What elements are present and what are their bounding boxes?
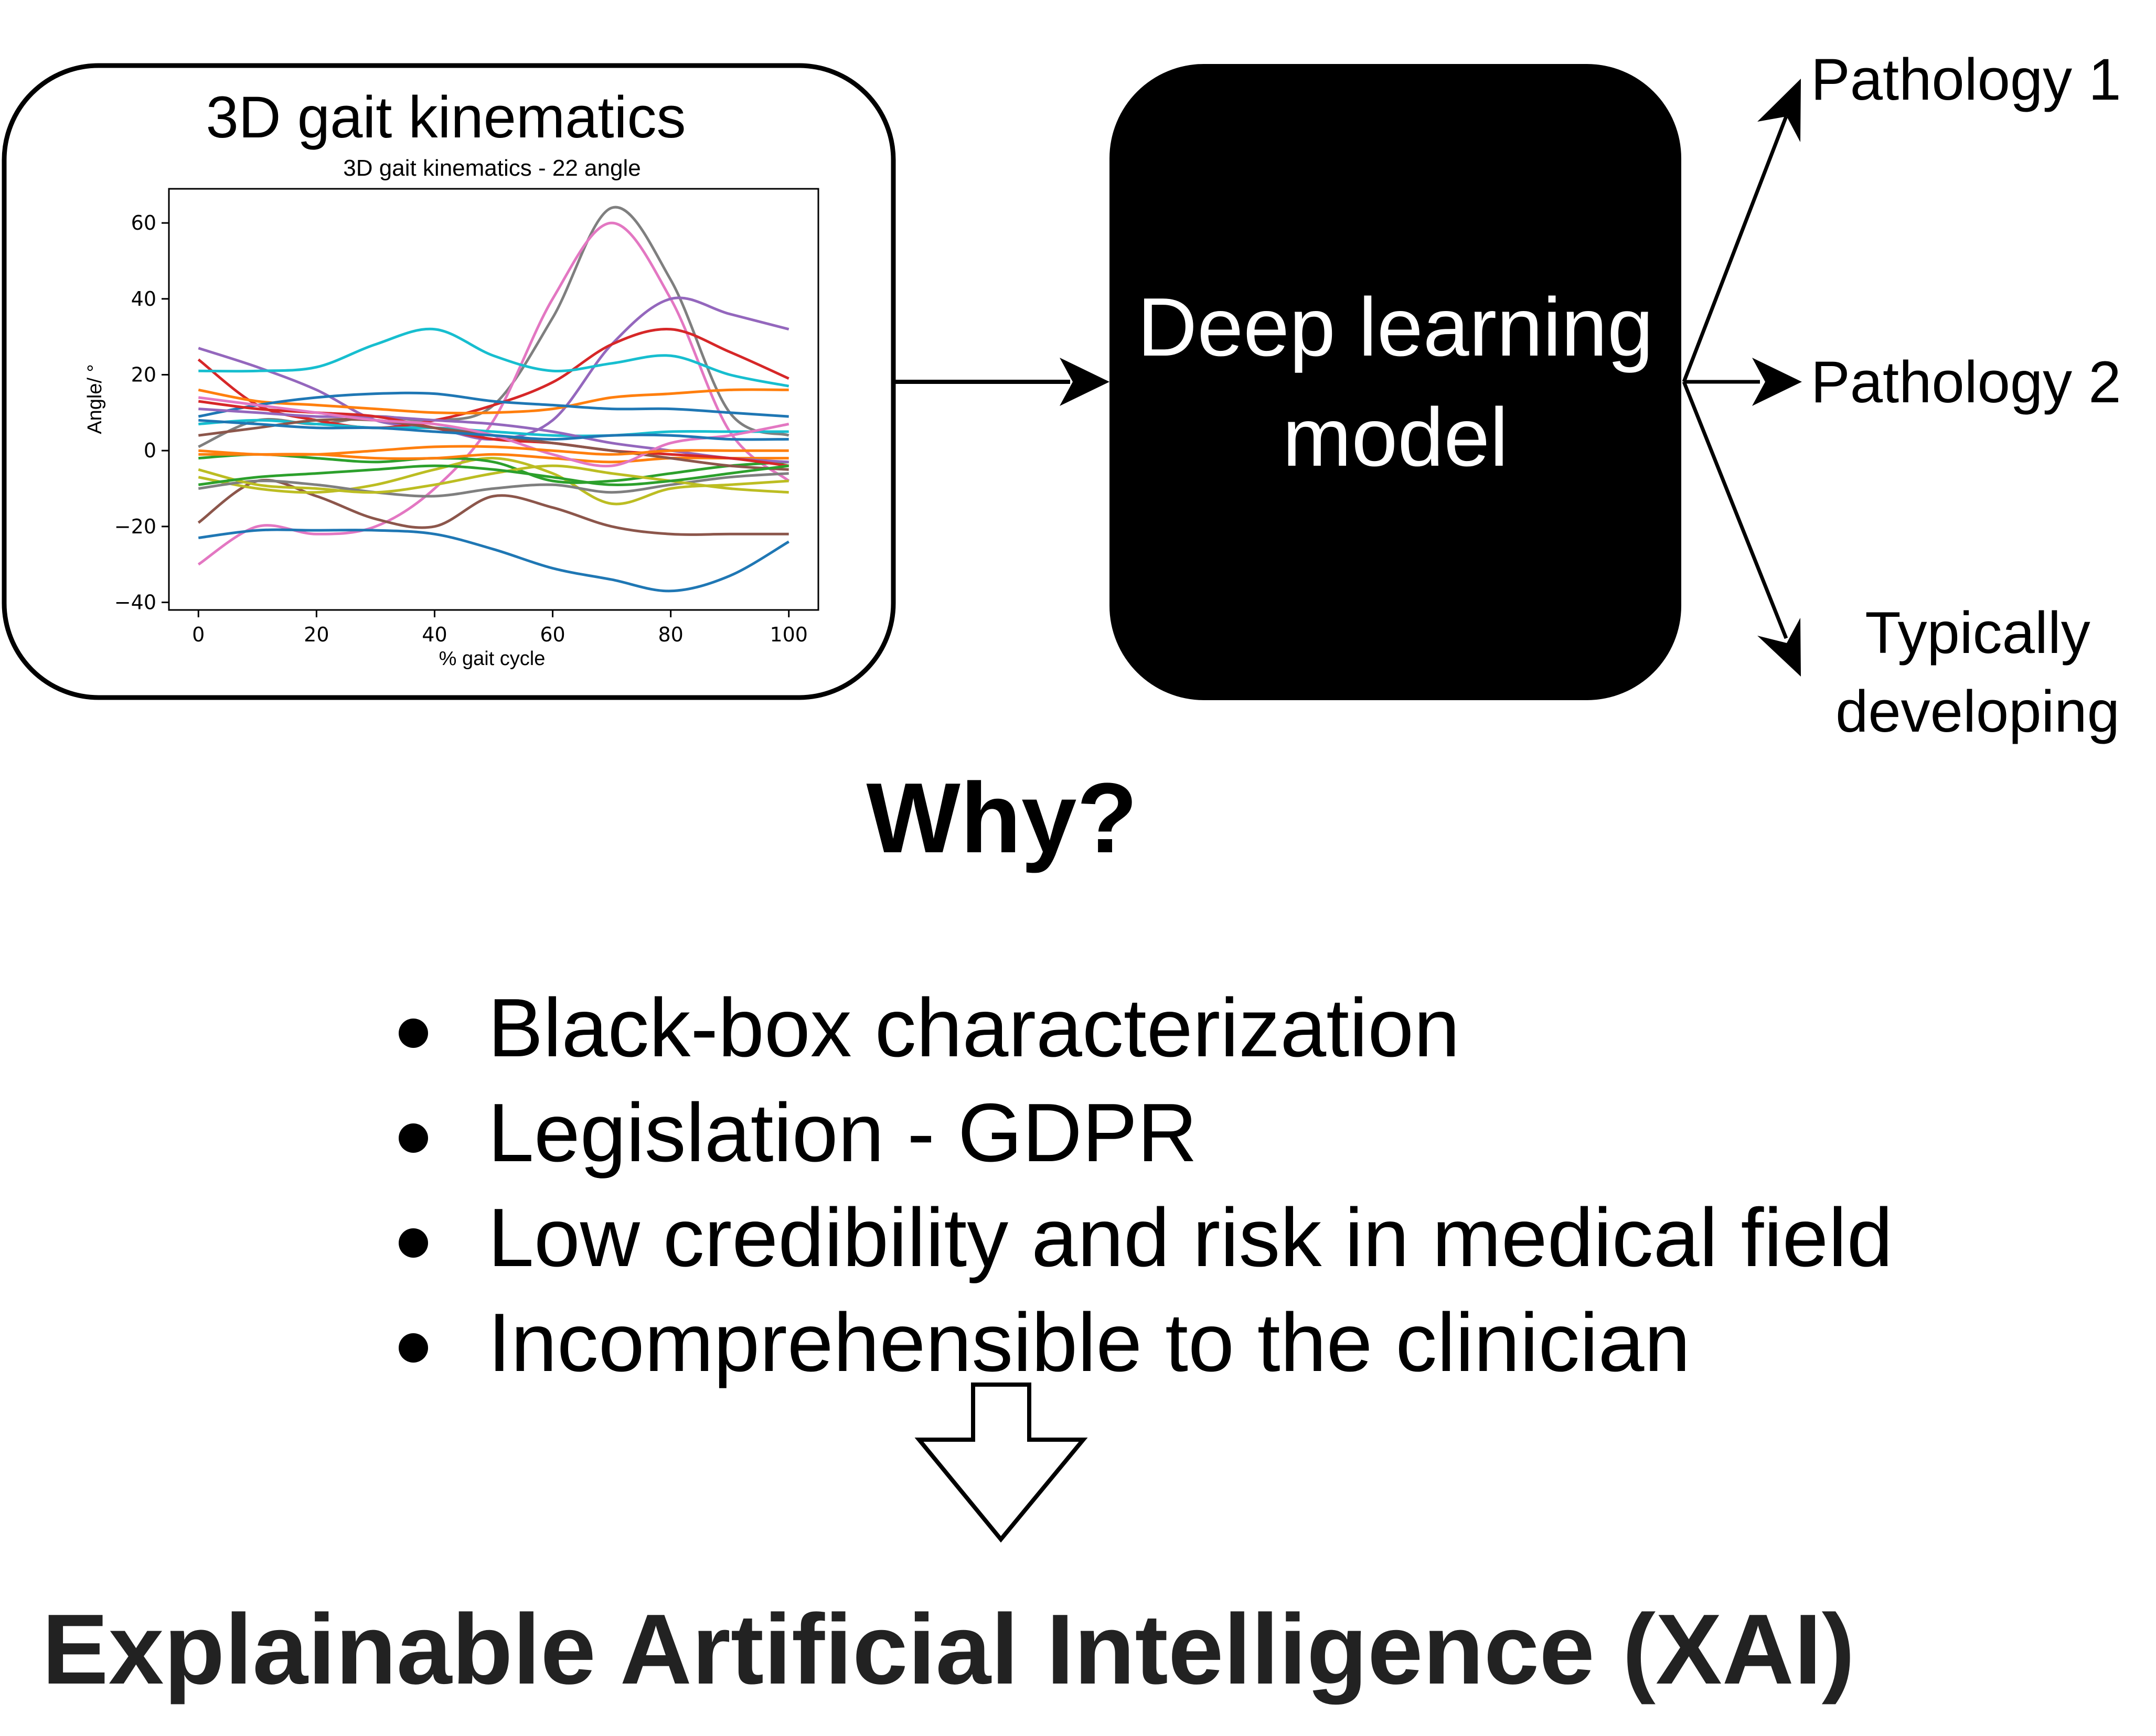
reason-item: Incomprehensible to the clinician: [388, 1290, 1893, 1395]
output-pathology-2: Pathology 2: [1811, 349, 2121, 415]
output-developing: developing: [1835, 679, 2120, 744]
x-tick-label: 0: [192, 623, 205, 646]
down-arrow-icon: [914, 1383, 1088, 1543]
arrow-to-typically-developing: [1682, 381, 1801, 677]
chart-title: 3D gait kinematics - 22 angle: [343, 155, 641, 181]
reason-text: Black-box characterization: [488, 982, 1460, 1074]
series-line-15: [198, 408, 789, 464]
y-tick-label: −40: [114, 591, 156, 614]
model-box-line2: model: [1283, 391, 1508, 484]
reason-text: Incomprehensible to the clinician: [488, 1296, 1691, 1389]
chart-series-group: [197, 206, 790, 593]
model-box-line1: Deep learning: [1137, 281, 1653, 373]
x-tick-label: 40: [422, 623, 447, 646]
gait-kinematics-chart: 3D gait kinematics - 22 angle 0 20 40 60 80 1…: [84, 155, 819, 670]
why-question: Why?: [866, 763, 1138, 874]
series-line-21: [198, 419, 789, 441]
y-axis-label: Angle/ °: [84, 364, 106, 434]
y-tick-label: 0: [144, 439, 156, 462]
input-box-title: 3D gait kinematics: [206, 84, 686, 150]
bullet-icon: [399, 1228, 428, 1258]
series-line-22: [198, 445, 789, 456]
reason-item: Black-box characterization: [388, 976, 1893, 1080]
y-tick-label: −20: [114, 515, 156, 538]
x-tick-label: 20: [304, 623, 329, 646]
series-line-4: [197, 327, 789, 430]
bullet-icon: [399, 1123, 428, 1153]
y-tick-label: 20: [131, 363, 156, 386]
reason-item: Legislation - GDPR: [388, 1080, 1893, 1185]
reasons-list: Black-box characterization Legislation -…: [388, 976, 1893, 1395]
series-line-6: [198, 388, 789, 415]
xai-conclusion: Explainable Artificial Intelligence (XAI…: [42, 1594, 1855, 1705]
output-typically: Typically: [1865, 600, 2090, 666]
output-pathology-1: Pathology 1: [1811, 47, 2121, 112]
arrow-input-to-model: [893, 358, 1109, 406]
bullet-icon: [399, 1019, 428, 1048]
series-line-11: [198, 453, 789, 484]
x-tick-label: 60: [540, 623, 565, 646]
model-box: [1109, 64, 1681, 700]
series-line-2: [197, 221, 790, 566]
reason-text: Low credibility and risk in medical fiel…: [488, 1192, 1893, 1284]
series-line-5: [198, 327, 789, 388]
series-line-7: [198, 391, 789, 418]
series-line-10: [198, 457, 789, 506]
x-axis-label: % gait cycle: [439, 648, 546, 670]
y-tick-label: 40: [131, 287, 156, 310]
series-line-9: [198, 528, 789, 593]
plot-area: [168, 188, 819, 611]
bullet-icon: [399, 1333, 428, 1363]
arrow-to-pathology-1: [1682, 79, 1801, 383]
y-tick-label: 60: [131, 211, 156, 234]
reason-item: Low credibility and risk in medical fiel…: [388, 1185, 1893, 1290]
x-tick-label: 80: [658, 623, 683, 646]
series-line-20: [198, 464, 789, 486]
arrow-to-pathology-2: [1684, 358, 1802, 406]
x-tick-label: 100: [770, 623, 808, 646]
chart-axes-group: 0 20 40 60 80 100 −40 −20 0 20 40 60: [114, 211, 808, 646]
reason-text: Legislation - GDPR: [488, 1087, 1198, 1179]
series-line-19: [198, 464, 789, 494]
